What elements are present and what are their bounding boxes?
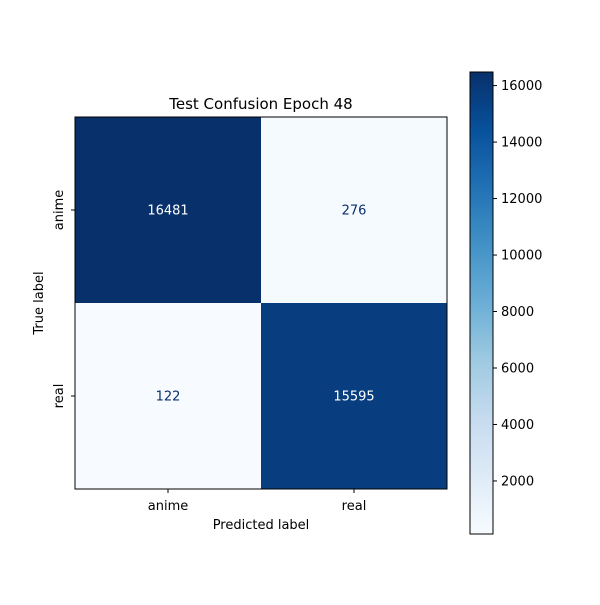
x-axis-ticks: anime real (148, 489, 367, 514)
colorbar-tick-label: 2000 (501, 474, 534, 489)
y-tick-label: anime (52, 190, 67, 230)
x-tick-label: real (342, 499, 367, 514)
cell-value-label: 276 (342, 204, 367, 219)
colorbar-frame (469, 71, 494, 535)
matrix-cells: 16481 276 122 15595 (75, 117, 447, 489)
x-tick-label: anime (148, 499, 188, 514)
y-axis-label: True label (32, 271, 47, 335)
y-tick-label: real (52, 384, 67, 409)
colorbar-ticks: 2000 4000 6000 8000 10000 12000 14000 16000 (493, 79, 542, 489)
matrix-cell (261, 303, 447, 489)
matrix-cell (261, 117, 447, 303)
matrix-cell (75, 117, 261, 303)
colorbar-tick-label: 6000 (501, 361, 534, 376)
cell-value-label: 15595 (333, 390, 374, 405)
cell-value-label: 16481 (147, 204, 188, 219)
colorbar-tick-label: 10000 (501, 249, 542, 264)
y-axis-ticks: anime real (52, 190, 75, 409)
colorbar-tick-label: 16000 (501, 79, 542, 94)
matrix-cell (75, 303, 261, 489)
colorbar-tick-label: 4000 (501, 418, 534, 433)
plot-frame (74, 116, 448, 490)
colorbar-tick-label: 8000 (501, 305, 534, 320)
chart-title: Test Confusion Epoch 48 (168, 95, 352, 113)
colorbar-tick-label: 12000 (501, 192, 542, 207)
x-axis-label: Predicted label (213, 518, 310, 533)
colorbar (470, 72, 493, 534)
cell-value-label: 122 (156, 390, 181, 405)
colorbar-tick-label: 14000 (501, 136, 542, 151)
